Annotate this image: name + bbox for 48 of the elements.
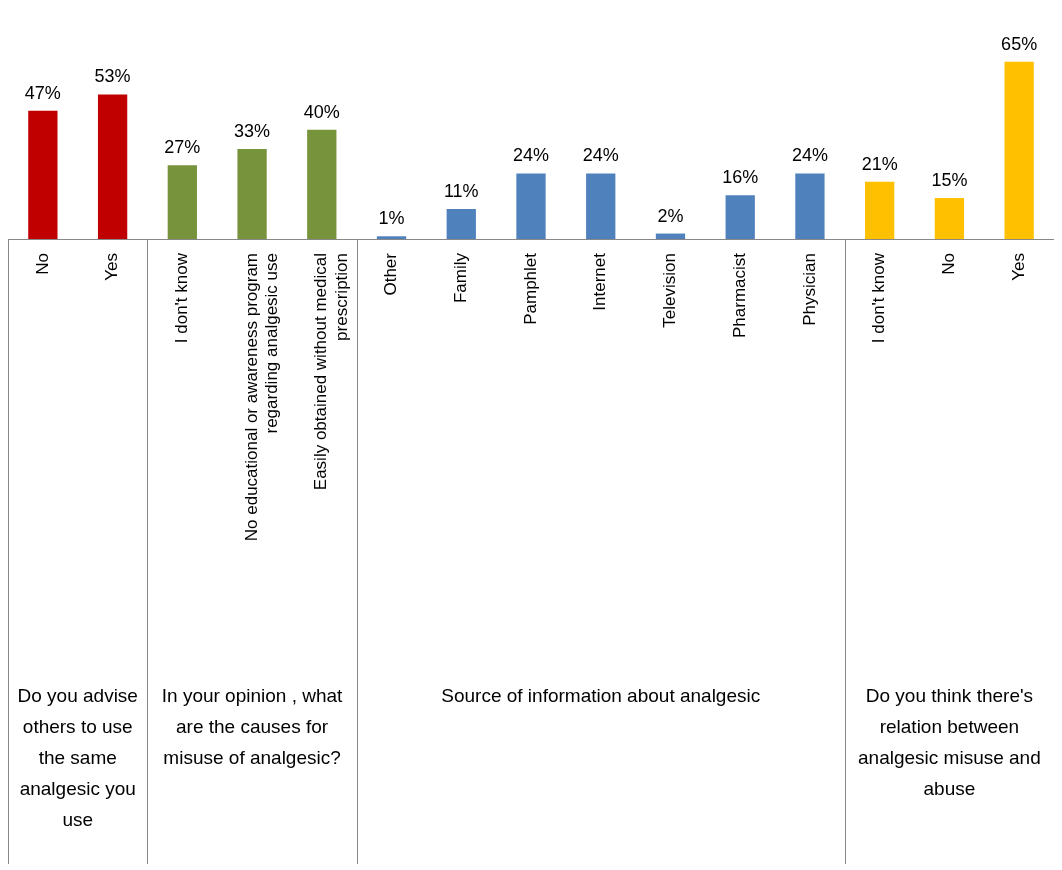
data-label: 53%	[94, 66, 131, 87]
bar	[865, 181, 895, 239]
bar	[97, 94, 128, 239]
bar	[307, 129, 337, 239]
data-label: 2%	[657, 205, 684, 226]
x-tick-label: Physician	[799, 253, 819, 326]
x-tick-label: Television	[660, 253, 680, 328]
data-label: 24%	[582, 145, 619, 166]
data-label: 16%	[722, 167, 759, 188]
x-tick-label: No educational or awareness program regarding analgesic use	[241, 253, 282, 542]
x-tick-label: Other	[381, 252, 401, 296]
bar	[516, 173, 546, 239]
data-label: 47%	[24, 82, 61, 103]
data-label: 65%	[1001, 33, 1038, 54]
x-tick-label: I don't know	[869, 252, 889, 344]
data-label: 27%	[164, 137, 201, 158]
data-label: 21%	[861, 153, 898, 174]
bar	[725, 195, 755, 239]
bar	[28, 110, 58, 239]
data-label: 40%	[303, 101, 340, 122]
bar	[655, 233, 686, 239]
x-tick-label: Family	[450, 252, 470, 304]
bar	[934, 198, 965, 239]
bar	[1004, 61, 1034, 239]
x-tick-label: Internet	[590, 252, 610, 311]
text: In your opinion , what are the causes for misuse of analgesic?	[161, 684, 344, 768]
text: Do you advise others to use the same analgesic you use	[17, 684, 138, 830]
text: Do you think there's relation between analgesic misuse and abuse	[858, 684, 1041, 799]
x-tick-label: I don't know	[172, 252, 192, 344]
bar	[237, 148, 267, 239]
bar	[376, 236, 407, 239]
data-label: 1%	[378, 208, 405, 229]
source-note: Source of information about analgesic	[441, 684, 761, 706]
x-tick-label: No	[32, 253, 52, 275]
bar	[795, 173, 825, 239]
data-label: 11%	[443, 180, 479, 201]
x-tick-label: No	[939, 253, 959, 275]
x-tick-label: Pharmacist	[729, 252, 749, 339]
data-label: 33%	[234, 120, 271, 141]
data-label: 24%	[791, 145, 828, 166]
x-tick-label: Yes	[1008, 253, 1028, 281]
bar	[586, 173, 616, 239]
bar	[446, 208, 476, 239]
x-tick-label: Pamphlet	[520, 252, 540, 325]
data-label: 24%	[512, 145, 550, 166]
x-tick-label: Yes	[102, 253, 122, 281]
data-label: 15%	[931, 170, 968, 191]
bar	[167, 165, 197, 239]
